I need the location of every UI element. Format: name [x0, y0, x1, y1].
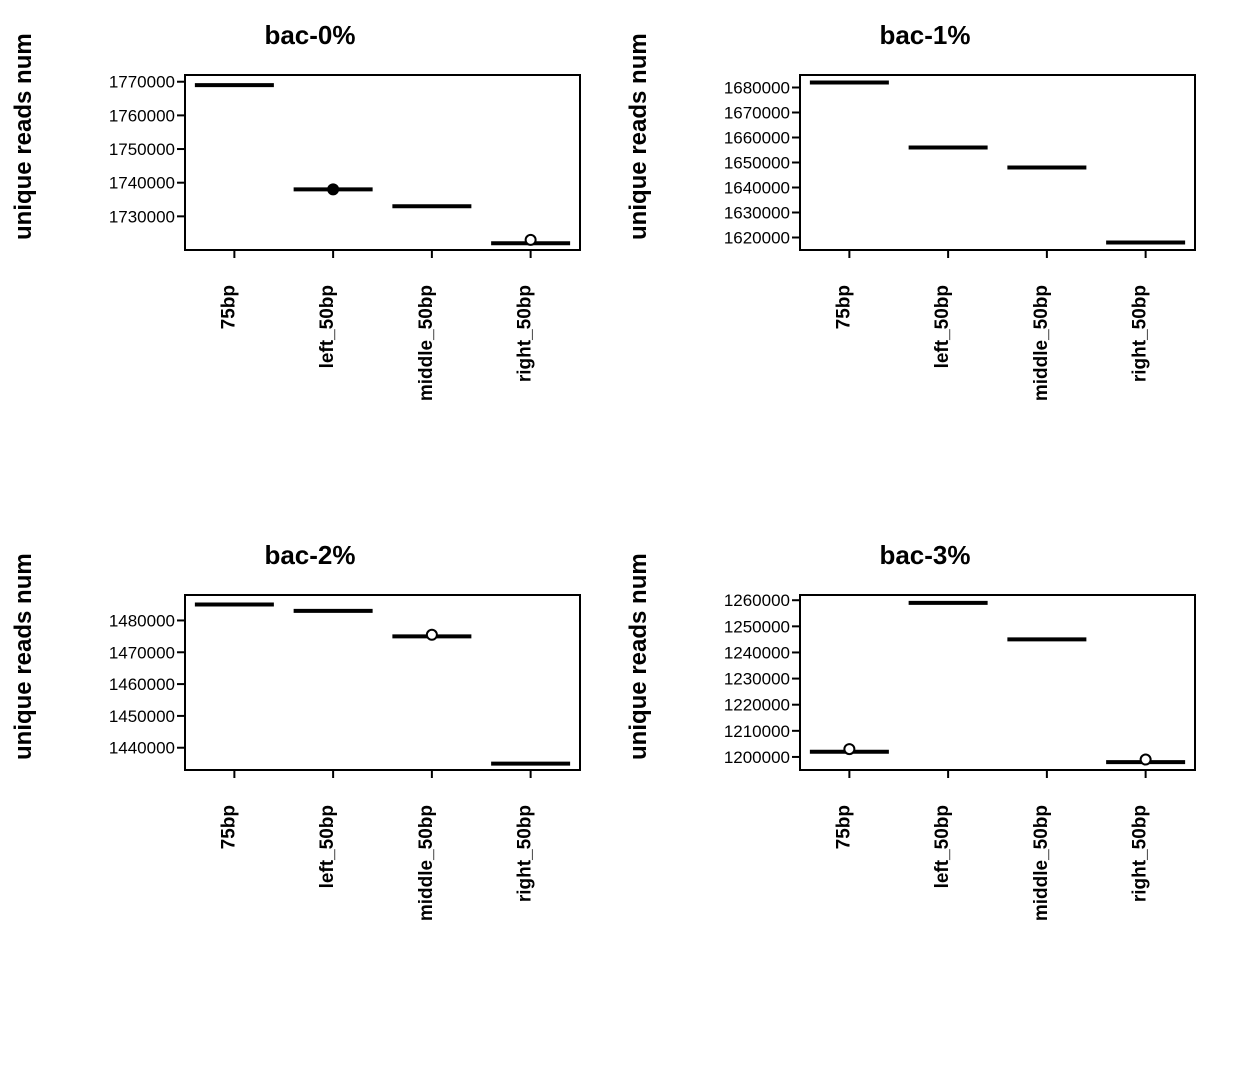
chart-panel: bac-2% unique reads num 1440000145000014…: [20, 540, 600, 980]
y-tick-label: 1440000: [109, 739, 175, 758]
y-tick-label: 1650000: [724, 154, 790, 173]
plot-box: [185, 75, 580, 250]
marker-circle: [427, 630, 437, 640]
plot-area: 1730000 1740000 1750000 1760000 1770000 75bp l…: [70, 60, 590, 450]
chart-title: bac-3%: [635, 540, 1215, 571]
x-tick-label: middle_50bp: [416, 285, 437, 401]
plot-area: 1200000 1210000 1220000 1230000 1240000 12500…: [685, 580, 1205, 970]
y-tick-label: 1230000: [724, 670, 790, 689]
marker-circle: [1141, 755, 1151, 765]
x-tick-label: middle_50bp: [1031, 805, 1052, 921]
x-tick-label: right_50bp: [515, 285, 536, 382]
x-tick-label: left_50bp: [932, 285, 953, 368]
x-tick-label: right_50bp: [1130, 805, 1151, 902]
y-tick-label: 1740000: [109, 174, 175, 193]
y-tick-label: 1250000: [724, 617, 790, 636]
y-tick-label: 1660000: [724, 129, 790, 148]
y-tick-label: 1680000: [724, 79, 790, 98]
x-tick-label: middle_50bp: [1031, 285, 1052, 401]
x-tick-label: left_50bp: [317, 285, 338, 368]
y-tick-label: 1760000: [109, 106, 175, 125]
chart-svg: 1620000 1630000 1640000 1650000 1660000 16700…: [685, 60, 1205, 450]
x-tick-label: 75bp: [833, 285, 854, 329]
plot-area: 1440000 1450000 1460000 1470000 1480000 75bp l…: [70, 580, 590, 970]
marker-circle: [844, 744, 854, 754]
chart-svg: 1730000 1740000 1750000 1760000 1770000 75bp l…: [70, 60, 590, 450]
y-tick-label: 1460000: [109, 675, 175, 694]
plot-box: [800, 595, 1195, 770]
x-tick-label: left_50bp: [932, 805, 953, 888]
marker-circle: [328, 184, 338, 194]
y-tick-label: 1210000: [724, 722, 790, 741]
y-axis-label: unique reads num: [10, 60, 38, 240]
y-tick-label: 1750000: [109, 140, 175, 159]
y-tick-label: 1470000: [109, 643, 175, 662]
chart-title: bac-1%: [635, 20, 1215, 51]
chart-svg: 1200000 1210000 1220000 1230000 1240000 12500…: [685, 580, 1205, 970]
y-tick-label: 1220000: [724, 696, 790, 715]
y-tick-label: 1200000: [724, 748, 790, 767]
y-tick-label: 1620000: [724, 229, 790, 248]
x-tick-label: right_50bp: [1130, 285, 1151, 382]
x-tick-label: 75bp: [218, 285, 239, 329]
y-tick-label: 1240000: [724, 643, 790, 662]
y-tick-label: 1770000: [109, 73, 175, 92]
plot-area: 1620000 1630000 1640000 1650000 1660000 16700…: [685, 60, 1205, 450]
chart-panel: bac-3% unique reads num 1200000121000012…: [635, 540, 1215, 980]
plot-box: [185, 595, 580, 770]
marker-circle: [526, 235, 536, 245]
y-tick-label: 1450000: [109, 707, 175, 726]
y-tick-label: 1730000: [109, 207, 175, 226]
x-tick-label: middle_50bp: [416, 805, 437, 921]
y-tick-label: 1670000: [724, 104, 790, 123]
chart-title: bac-2%: [20, 540, 600, 571]
x-tick-label: 75bp: [218, 805, 239, 849]
y-tick-label: 1640000: [724, 179, 790, 198]
y-axis-label: unique reads num: [10, 580, 38, 760]
y-tick-label: 1260000: [724, 591, 790, 610]
y-axis-label: unique reads num: [625, 60, 653, 240]
chart-panel: bac-0% unique reads num 1730000174000017…: [20, 20, 600, 460]
x-tick-label: left_50bp: [317, 805, 338, 888]
y-axis-label: unique reads num: [625, 580, 653, 760]
x-tick-label: right_50bp: [515, 805, 536, 902]
chart-svg: 1440000 1450000 1460000 1470000 1480000 75bp l…: [70, 580, 590, 970]
x-tick-label: 75bp: [833, 805, 854, 849]
plot-box: [800, 75, 1195, 250]
chart-panel: bac-1% unique reads num 1620000163000016…: [635, 20, 1215, 460]
y-tick-label: 1480000: [109, 611, 175, 630]
chart-title: bac-0%: [20, 20, 600, 51]
y-tick-label: 1630000: [724, 204, 790, 223]
